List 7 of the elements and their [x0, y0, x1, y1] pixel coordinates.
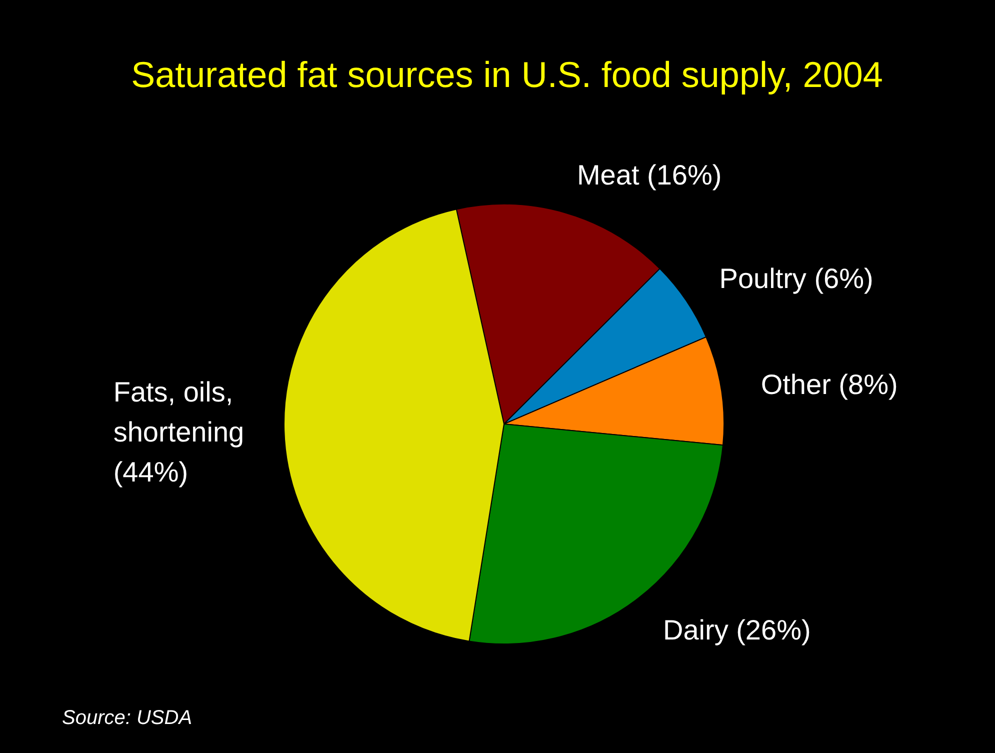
slice-label: Other (8%)	[760, 368, 898, 400]
slice-label: Fats, oils, shortening (44%)	[113, 376, 244, 488]
source-note: Source: USDA	[62, 707, 192, 729]
slice-label: Dairy (26%)	[662, 614, 811, 646]
slice-label: Poultry (6%)	[719, 263, 874, 294]
chart-title: Saturated fat sources in U.S. food supply, 2004	[131, 54, 883, 95]
slice-label: Meat (16%)	[576, 159, 722, 190]
